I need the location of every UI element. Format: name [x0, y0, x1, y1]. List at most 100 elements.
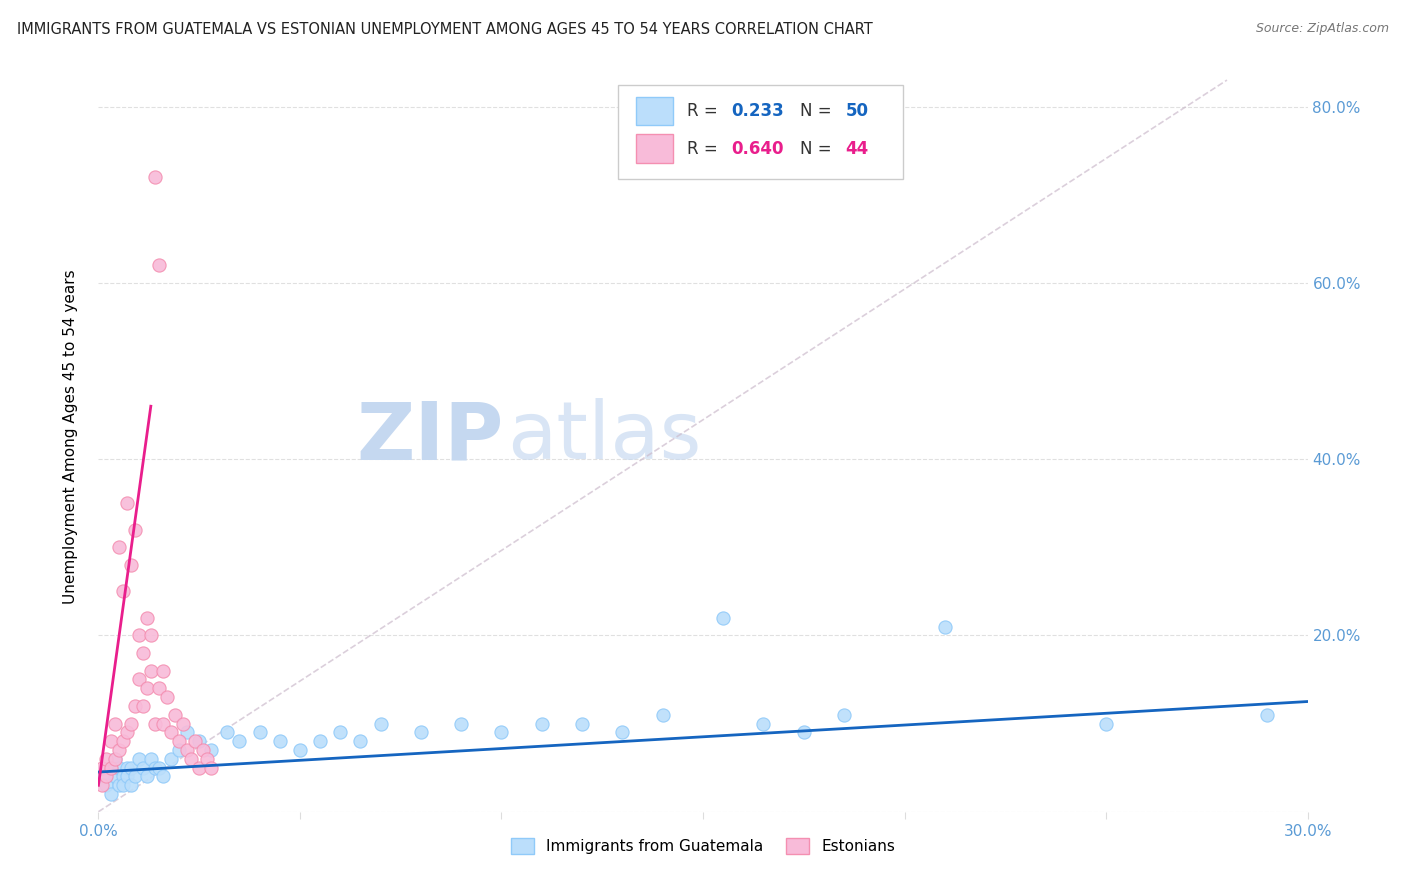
- Point: [152, 664, 174, 678]
- Point: [172, 716, 194, 731]
- Text: N =: N =: [800, 140, 837, 158]
- Point: [107, 541, 129, 555]
- Text: N =: N =: [800, 103, 837, 120]
- Text: R =: R =: [688, 140, 723, 158]
- Point: [124, 523, 146, 537]
- Point: [195, 752, 218, 766]
- Point: [752, 716, 775, 731]
- Point: [91, 769, 114, 783]
- Point: [148, 761, 170, 775]
- Point: [120, 558, 142, 572]
- Point: [96, 778, 118, 792]
- Point: [124, 698, 146, 713]
- Text: atlas: atlas: [508, 398, 702, 476]
- Point: [329, 725, 352, 739]
- Bar: [637, 135, 672, 163]
- Text: R =: R =: [688, 103, 723, 120]
- Point: [176, 743, 198, 757]
- Point: [409, 725, 432, 739]
- Point: [349, 734, 371, 748]
- Point: [107, 761, 129, 775]
- Point: [288, 743, 311, 757]
- Point: [188, 761, 211, 775]
- Point: [103, 752, 125, 766]
- Point: [612, 725, 634, 739]
- Point: [128, 628, 150, 642]
- Point: [167, 734, 190, 748]
- Point: [832, 707, 855, 722]
- Point: [96, 769, 118, 783]
- Point: [100, 761, 122, 775]
- Point: [115, 761, 138, 775]
- Text: 0.233: 0.233: [731, 103, 783, 120]
- Point: [91, 761, 114, 775]
- Point: [491, 725, 513, 739]
- Point: [132, 761, 155, 775]
- Point: [370, 716, 392, 731]
- Legend: Immigrants from Guatemala, Estonians: Immigrants from Guatemala, Estonians: [505, 832, 901, 860]
- Point: [1256, 707, 1278, 722]
- FancyBboxPatch shape: [619, 85, 903, 178]
- Point: [100, 734, 122, 748]
- Text: 44: 44: [845, 140, 869, 158]
- Point: [91, 778, 114, 792]
- Point: [148, 681, 170, 696]
- Point: [571, 716, 593, 731]
- Point: [176, 725, 198, 739]
- Point: [143, 761, 166, 775]
- Point: [152, 769, 174, 783]
- Point: [180, 752, 202, 766]
- Point: [651, 707, 673, 722]
- Point: [217, 725, 239, 739]
- Point: [115, 725, 138, 739]
- Point: [530, 716, 553, 731]
- Text: IMMIGRANTS FROM GUATEMALA VS ESTONIAN UNEMPLOYMENT AMONG AGES 45 TO 54 YEARS COR: IMMIGRANTS FROM GUATEMALA VS ESTONIAN UN…: [17, 22, 873, 37]
- Point: [111, 769, 134, 783]
- Point: [167, 743, 190, 757]
- Point: [193, 743, 215, 757]
- Point: [711, 611, 734, 625]
- Text: Source: ZipAtlas.com: Source: ZipAtlas.com: [1256, 22, 1389, 36]
- Point: [120, 778, 142, 792]
- Point: [148, 258, 170, 272]
- Point: [143, 716, 166, 731]
- Point: [139, 628, 162, 642]
- Point: [107, 778, 129, 792]
- Bar: [637, 97, 672, 126]
- Point: [200, 761, 222, 775]
- Point: [128, 752, 150, 766]
- Point: [269, 734, 291, 748]
- Point: [163, 707, 186, 722]
- Point: [160, 725, 183, 739]
- Point: [111, 734, 134, 748]
- Point: [115, 496, 138, 510]
- Point: [115, 769, 138, 783]
- Text: 0.640: 0.640: [731, 140, 783, 158]
- Text: 50: 50: [845, 103, 869, 120]
- Point: [143, 169, 166, 184]
- Point: [184, 734, 207, 748]
- Point: [96, 752, 118, 766]
- Point: [120, 716, 142, 731]
- Point: [103, 769, 125, 783]
- Point: [111, 778, 134, 792]
- Point: [128, 673, 150, 687]
- Point: [103, 752, 125, 766]
- Point: [793, 725, 815, 739]
- Point: [249, 725, 271, 739]
- Point: [107, 743, 129, 757]
- Point: [309, 734, 332, 748]
- Point: [100, 761, 122, 775]
- Point: [200, 743, 222, 757]
- Point: [135, 611, 157, 625]
- Point: [160, 752, 183, 766]
- Point: [111, 584, 134, 599]
- Point: [934, 619, 956, 633]
- Point: [120, 761, 142, 775]
- Point: [139, 752, 162, 766]
- Point: [132, 646, 155, 660]
- Y-axis label: Unemployment Among Ages 45 to 54 years: Unemployment Among Ages 45 to 54 years: [63, 269, 77, 605]
- Point: [139, 664, 162, 678]
- Point: [1095, 716, 1118, 731]
- Point: [100, 787, 122, 801]
